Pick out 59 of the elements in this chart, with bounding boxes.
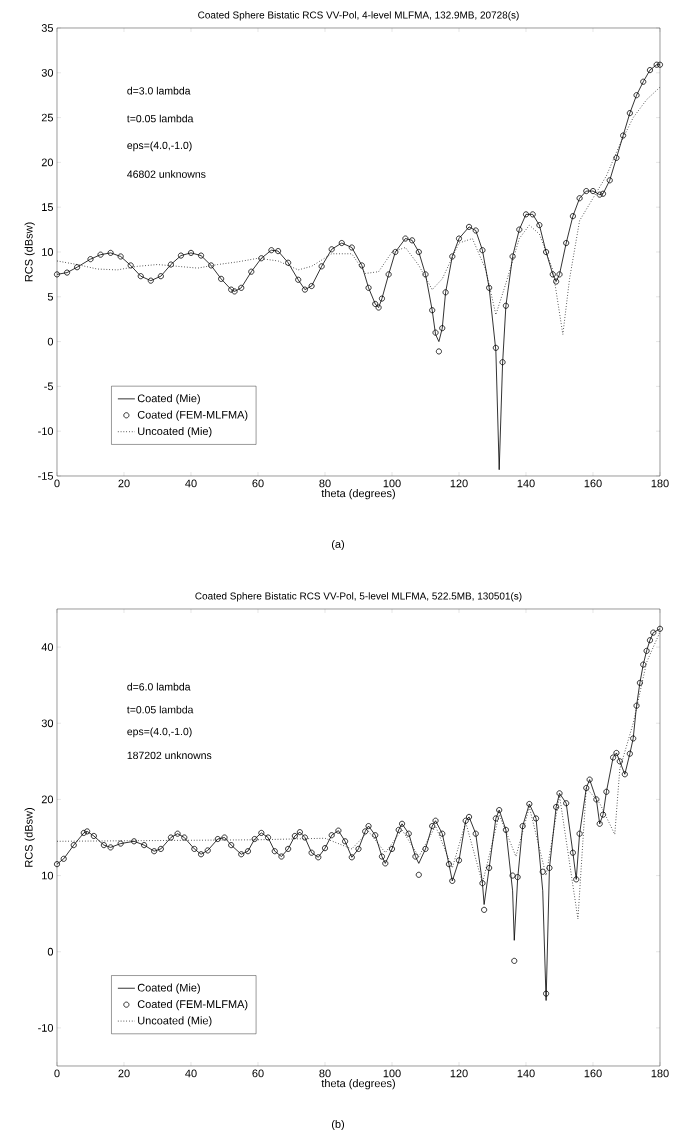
y-axis-title: RCS (dBsw) <box>24 222 35 282</box>
y-tick-label: 30 <box>41 719 54 728</box>
x-tick-label: 20 <box>118 1069 130 1078</box>
x-tick-label: 140 <box>517 479 535 488</box>
chart-title: Coated Sphere Bistatic RCS VV-Pol, 5-level MLFMA, 522.5MB, 130501(s) <box>195 592 522 602</box>
text: (a) <box>331 539 345 551</box>
x-tick-label: 80 <box>319 479 331 488</box>
y-tick-label: 0 <box>47 337 54 346</box>
y-axis-title: RCS (dBsw) <box>24 808 35 867</box>
x-tick-label: 120 <box>450 1069 468 1078</box>
y-tick-label: 35 <box>41 24 54 32</box>
legend-label: Coated (Mie) <box>137 394 200 405</box>
annotation: t=0.05 lambda <box>127 114 194 123</box>
y-tick-label: 20 <box>41 158 54 167</box>
y-tick-label: 15 <box>42 203 54 212</box>
y-tick-label: 20 <box>41 795 54 804</box>
x-tick-label: 0 <box>54 479 60 488</box>
annotation: t=0.05 lambda <box>127 705 194 714</box>
annotation: 187202 unknowns <box>127 751 212 760</box>
x-tick-label: 0 <box>54 1069 60 1078</box>
y-tick-label: 10 <box>42 248 54 256</box>
y-tick-label: -15 <box>38 472 54 480</box>
x-tick-label: 120 <box>450 479 468 488</box>
x-tick-label: 140 <box>517 1069 535 1078</box>
legend-label: Coated (Mie) <box>137 983 200 994</box>
text: (b) <box>331 1119 345 1131</box>
y-tick-label: 5 <box>47 292 54 301</box>
legend-label: Uncoated (Mie) <box>138 427 212 438</box>
legend-label: Coated (FEM-MLFMA) <box>137 410 248 421</box>
x-tick-label: 60 <box>252 1069 264 1078</box>
x-tick-label: 20 <box>118 479 130 488</box>
x-tick-label: 180 <box>651 1069 669 1078</box>
x-tick-label: 100 <box>383 1069 401 1078</box>
x-tick-label: 160 <box>584 1069 602 1078</box>
x-axis-title: theta (degrees) <box>321 489 395 500</box>
x-tick-label: 160 <box>584 479 602 488</box>
annotation: eps=(4.0,-1.0) <box>127 141 192 152</box>
x-tick-label: 40 <box>185 1069 197 1078</box>
y-tick-label: 40 <box>41 643 54 651</box>
annotation: eps=(4.0,-1.0) <box>127 727 192 738</box>
chart-title: Coated Sphere Bistatic RCS VV-Pol, 4-level MLFMA, 132.9MB, 20728(s) <box>198 11 519 21</box>
y-tick-label: -10 <box>38 427 54 436</box>
y-tick-label: -10 <box>38 1024 54 1032</box>
x-tick-label: 40 <box>185 479 197 488</box>
x-axis-title: theta (degrees) <box>321 1079 395 1090</box>
y-tick-label: 10 <box>42 871 54 880</box>
x-tick-label: 60 <box>252 479 264 488</box>
annotation: d=6.0 lambda <box>127 682 191 691</box>
annotation: d=3.0 lambda <box>127 86 191 95</box>
annotation: 46802 unknowns <box>127 170 206 178</box>
y-tick-label: -5 <box>44 382 54 391</box>
x-tick-label: 80 <box>319 1069 331 1078</box>
x-tick-label: 100 <box>383 479 401 488</box>
y-tick-label: 30 <box>41 68 54 77</box>
legend-label: Uncoated (Mie) <box>138 1016 212 1027</box>
y-tick-label: 0 <box>47 947 54 956</box>
x-tick-label: 180 <box>651 479 669 488</box>
y-tick-label: 25 <box>41 113 54 122</box>
legend-label: Coated (FEM-MLFMA) <box>137 999 248 1011</box>
